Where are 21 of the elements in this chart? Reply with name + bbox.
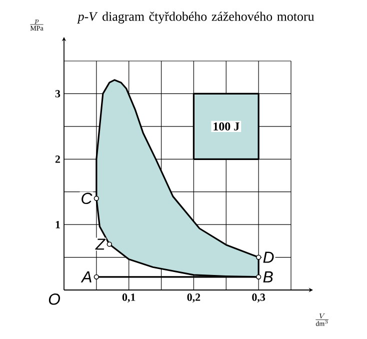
annotation: B [263, 271, 273, 282]
y-tick-label: 2 [55, 156, 60, 163]
annotation: A [80, 271, 92, 282]
annotation: D [263, 252, 274, 263]
point [256, 274, 262, 280]
y-tick-label: 3 [55, 90, 60, 98]
annotation: Z [95, 238, 106, 250]
point [94, 274, 100, 280]
point [94, 196, 100, 201]
annotation: 100 J [214, 122, 240, 130]
x-tick-label: 0,3 [252, 294, 266, 303]
x-tick-label: 0,1 [122, 294, 136, 303]
x-tick-label: 0,2 [187, 294, 200, 303]
point [256, 254, 262, 260]
point [106, 242, 112, 247]
text: O [48, 294, 60, 305]
y-axis-title: $\frac{p}{\mathrm{MPa}}$ [30, 19, 44, 31]
y-tick-label: 1 [56, 220, 60, 228]
annotation: C [82, 192, 92, 204]
chart-title: p-V diagram čtyřdobého zážehového motoru [77, 12, 314, 24]
x-axis-title: $\frac{V}{\mathrm{dm}^3}$ [316, 314, 328, 326]
